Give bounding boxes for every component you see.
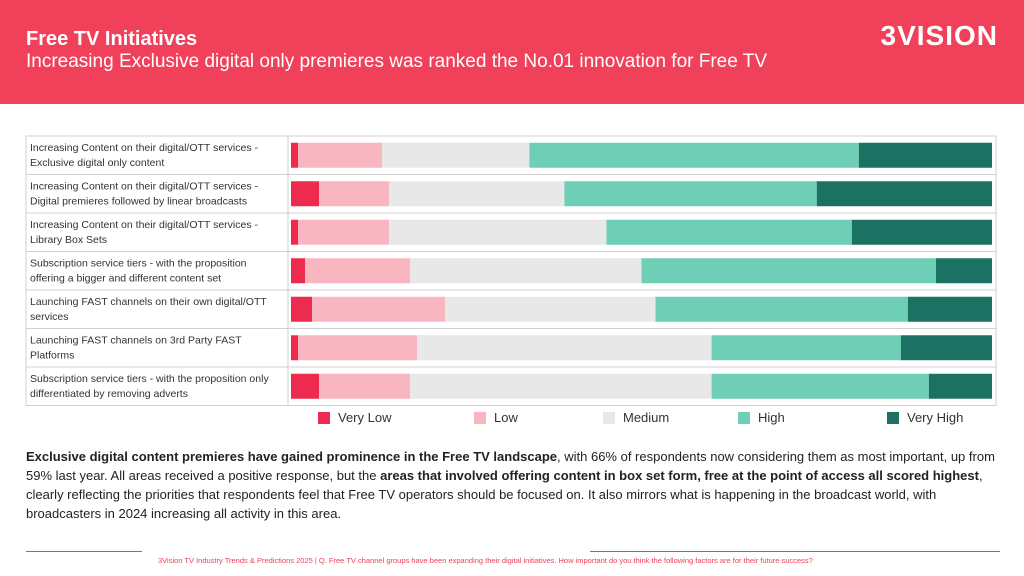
bar-segment-very-low: [291, 258, 306, 284]
bar-segment-low: [312, 296, 446, 322]
legend-swatch: [738, 411, 750, 424]
bar-segment-very-high: [907, 296, 992, 322]
bar-segment-medium: [389, 181, 565, 207]
category-label-line: services: [30, 311, 69, 323]
category-label-line: Launching FAST channels on their own dig…: [30, 296, 267, 308]
bar-segment-medium: [417, 335, 712, 361]
bar-segment-medium: [445, 296, 656, 322]
bar-segment-high: [711, 335, 901, 361]
legend-label: Low: [494, 410, 518, 425]
bar-segment-low: [298, 142, 383, 168]
category-label-line: Platforms: [30, 350, 74, 362]
page-title: Free TV Initiatives: [26, 28, 198, 50]
category-label-line: Launching FAST channels on 3rd Party FAS…: [30, 335, 242, 347]
bar-segment-low: [319, 181, 390, 207]
footer-source-note: 3Vision TV Industry Trends & Predictions…: [158, 556, 813, 565]
legend-item: Low: [474, 410, 518, 425]
category-label: Launching FAST channels on their own dig…: [30, 296, 267, 323]
legend-item: Very High: [887, 410, 963, 425]
category-label: Subscription service tiers - with the pr…: [30, 373, 269, 400]
bar-segment-very-low: [291, 373, 320, 399]
footer-divider-right: [590, 551, 1000, 552]
bar-segment-very-low: [291, 335, 299, 361]
bar-segment-very-high: [900, 335, 992, 361]
category-label: Increasing Content on their digital/OTT …: [30, 219, 258, 246]
summary-paragraph: Exclusive digital content premieres have…: [26, 447, 1001, 523]
bar-segment-high: [564, 181, 817, 207]
bar-segment-very-high: [816, 181, 992, 207]
page-subtitle: Increasing Exclusive digital only premie…: [26, 51, 768, 72]
legend-swatch: [603, 411, 615, 424]
legend-label: Medium: [623, 410, 670, 425]
bar-segment-high: [606, 219, 852, 245]
category-label: Subscription service tiers - with the pr…: [30, 258, 247, 285]
chart-frame: [25, 135, 997, 406]
bar-segment-high: [655, 296, 908, 322]
summary-bold-1: Exclusive digital content premieres have…: [26, 449, 558, 464]
stacked-bar-chart: Increasing Content on their digital/OTT …: [25, 135, 997, 406]
bar-segment-medium: [410, 373, 712, 399]
bar-segment-high: [529, 142, 859, 168]
legend-item: Very Low: [318, 410, 391, 425]
category-label-line: Subscription service tiers - with the pr…: [30, 373, 269, 385]
bar-segment-low: [298, 335, 418, 361]
category-label: Increasing Content on their digital/OTT …: [30, 142, 258, 169]
legend-swatch: [887, 411, 899, 424]
legend-swatch: [474, 411, 486, 424]
legend-label: High: [758, 410, 785, 425]
legend-label: Very Low: [338, 410, 392, 425]
legend-swatch: [318, 411, 330, 424]
bar-segment-medium: [410, 258, 642, 284]
bar-segment-medium: [382, 142, 530, 168]
category-label-line: Increasing Content on their digital/OTT …: [30, 142, 258, 154]
bar-segment-low: [305, 258, 411, 284]
bar-segment-very-low: [291, 181, 320, 207]
category-label-line: Library Box Sets: [30, 234, 107, 246]
category-label: Launching FAST channels on 3rd Party FAS…: [30, 335, 242, 362]
category-label-line: Increasing Content on their digital/OTT …: [30, 181, 258, 193]
bar-segment-very-low: [291, 296, 313, 322]
bar-segment-high: [711, 373, 929, 399]
bar-segment-high: [641, 258, 936, 284]
category-label-line: offering a bigger and different content …: [30, 273, 221, 285]
brand-logo: 3VISION: [880, 20, 998, 51]
header-banner: Free TV Initiatives Increasing Exclusive…: [0, 0, 1024, 104]
category-label-line: Subscription service tiers - with the pr…: [30, 258, 247, 270]
bar-segment-very-high: [858, 142, 992, 168]
bar-segment-low: [319, 373, 411, 399]
bar-segment-very-low: [291, 142, 299, 168]
bar-segment-medium: [389, 219, 607, 245]
summary-bold-2: areas that involved offering content in …: [380, 468, 979, 483]
category-label: Increasing Content on their digital/OTT …: [30, 181, 258, 208]
legend-item: Medium: [603, 410, 669, 425]
summary-text-2: , clearly reflecting the priorities that…: [26, 468, 983, 521]
bar-segment-very-low: [291, 219, 299, 245]
bar-segment-very-high: [935, 258, 992, 284]
legend-label: Very High: [907, 410, 964, 425]
bar-segment-very-high: [851, 219, 992, 245]
bar-segment-low: [298, 219, 390, 245]
summary-text-1: , with 66% of respondents now considerin…: [26, 449, 995, 483]
category-label-line: differentiated by removing adverts: [30, 388, 188, 400]
chart-legend: Very Low Low Medium High Very High: [0, 410, 1024, 430]
bar-segment-very-high: [928, 373, 992, 399]
footer-divider-left: [26, 551, 142, 552]
category-label-line: Exclusive digital only content: [30, 157, 164, 169]
category-label-line: Digital premieres followed by linear bro…: [30, 196, 247, 208]
legend-item: High: [738, 410, 785, 425]
category-label-line: Increasing Content on their digital/OTT …: [30, 219, 258, 231]
